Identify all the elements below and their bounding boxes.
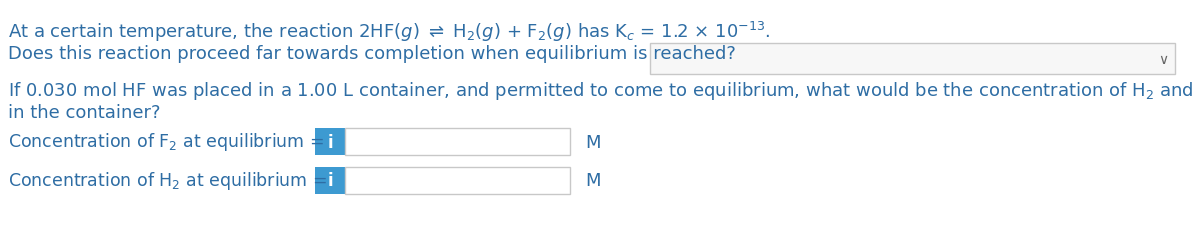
Text: Does this reaction proceed far towards completion when equilibrium is reached?: Does this reaction proceed far towards c… xyxy=(8,45,736,63)
Text: Concentration of H$_2$ at equilibrium =: Concentration of H$_2$ at equilibrium = xyxy=(8,169,328,191)
Text: i: i xyxy=(328,133,332,151)
Text: i: i xyxy=(328,172,332,190)
FancyBboxPatch shape xyxy=(315,167,344,194)
FancyBboxPatch shape xyxy=(344,128,570,155)
Text: ∨: ∨ xyxy=(1158,52,1168,66)
Text: If 0.030 mol HF was placed in a 1.00 L container, and permitted to come to equil: If 0.030 mol HF was placed in a 1.00 L c… xyxy=(8,80,1196,102)
FancyBboxPatch shape xyxy=(649,44,1174,75)
Text: M: M xyxy=(585,172,600,190)
FancyBboxPatch shape xyxy=(315,128,344,155)
Text: in the container?: in the container? xyxy=(8,103,160,122)
FancyBboxPatch shape xyxy=(344,167,570,194)
Text: Concentration of F$_2$ at equilibrium =: Concentration of F$_2$ at equilibrium = xyxy=(8,131,324,152)
Text: At a certain temperature, the reaction 2HF($g$) $\rightleftharpoons$ H$_2$($g$) : At a certain temperature, the reaction 2… xyxy=(8,20,770,44)
Text: M: M xyxy=(585,133,600,151)
